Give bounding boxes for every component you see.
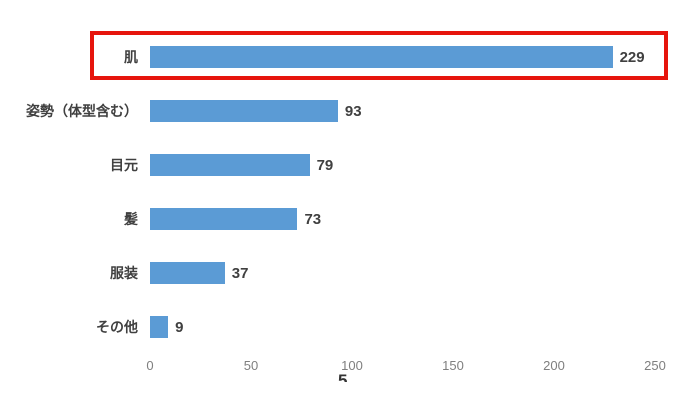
x-axis-tick-label: 0 [146,358,154,373]
bar-row: その他 9 [10,300,655,354]
x-axis-tick-label: 250 [644,358,666,373]
bar-track: 37 [150,262,655,284]
category-label: 髪 [124,211,138,227]
x-axis-tick-label: 200 [543,358,565,373]
bar [150,46,613,68]
bar-rows: 肌 229 姿勢（体型含む） 93 目元 79 髪 73 服装 37 その他 9 [10,30,655,354]
bar-row: 服装 37 [10,246,655,300]
category-label: 姿勢（体型含む） [26,103,138,119]
bar [150,154,310,176]
category-label: 服装 [110,265,138,281]
bar-row: 髪 73 [10,192,655,246]
clipped-caption: 5 [338,372,347,382]
bar-row: 目元 79 [10,138,655,192]
bar-track: 79 [150,154,655,176]
bar-track: 73 [150,208,655,230]
bar [150,208,298,230]
value-label: 229 [619,48,645,66]
value-label: 37 [231,264,249,282]
bar [150,100,338,122]
bar-row: 姿勢（体型含む） 93 [10,84,655,138]
bar [150,262,225,284]
value-label: 79 [316,156,334,174]
category-label: 目元 [110,157,138,173]
category-label: 肌 [124,49,138,65]
category-label: その他 [96,319,138,335]
bar-track: 229 [150,46,655,68]
x-axis-tick-label: 50 [243,358,259,373]
bar-track: 93 [150,100,655,122]
clipped-caption-text: 5 [338,372,348,382]
highlight-box [90,31,668,80]
bar-row: 肌 229 [10,30,655,84]
value-label: 73 [304,210,322,228]
value-label: 93 [344,102,362,120]
x-axis: 0 50 100 150 200 250 [146,358,665,376]
x-axis-tick-label: 150 [442,358,464,373]
x-axis-tick-label: 100 [341,358,363,373]
value-label: 9 [175,318,184,336]
bar-track: 9 [150,316,655,338]
bar [150,316,169,338]
